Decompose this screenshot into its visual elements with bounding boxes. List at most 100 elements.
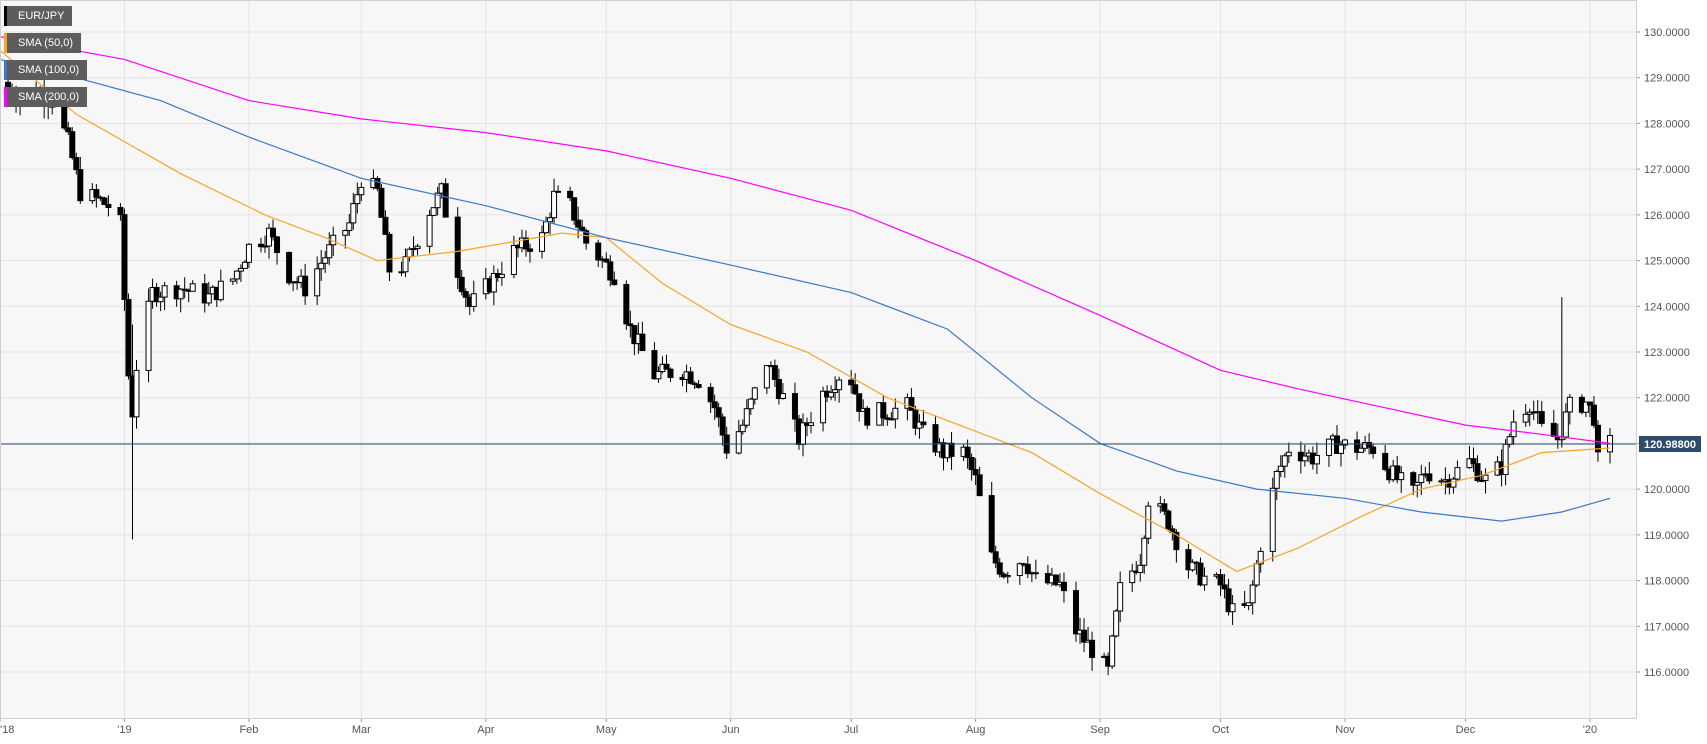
candle-body xyxy=(153,286,160,303)
candle-body xyxy=(828,391,835,398)
candle-body xyxy=(1165,510,1172,530)
candle-body xyxy=(1426,473,1433,482)
candle-body xyxy=(715,407,722,418)
x-tick-label: Dec xyxy=(1456,724,1476,736)
x-tick-label: Aug xyxy=(966,724,986,736)
candle-body xyxy=(739,424,746,433)
candle-body xyxy=(539,232,546,252)
candle-body xyxy=(623,283,630,325)
candle-body xyxy=(932,424,939,453)
candle-body xyxy=(1137,564,1144,573)
y-tick-label: 117.0000 xyxy=(1644,621,1689,633)
candle-body xyxy=(1129,570,1136,584)
candle-body xyxy=(346,222,353,232)
candle-body xyxy=(342,230,349,236)
y-tick-label: 118.0000 xyxy=(1644,576,1689,588)
candle-body xyxy=(470,293,477,307)
x-axis: '18 '19 Feb Mar Apr May Jun Jul Aug Sep Oct Nov Dec '… xyxy=(0,718,1597,736)
candle-body xyxy=(1538,411,1545,424)
candle-body xyxy=(1566,396,1573,413)
candle-body xyxy=(101,197,108,205)
candle-body xyxy=(261,245,268,248)
candle-body xyxy=(1594,424,1601,453)
candle-body xyxy=(1113,610,1120,637)
x-tick-label: May xyxy=(596,724,617,736)
legend-item-sma-50[interactable]: SMA (50,0) xyxy=(4,33,82,53)
candle-body xyxy=(245,243,252,263)
candle-body xyxy=(177,288,184,300)
candle-body xyxy=(1313,454,1320,465)
x-tick-label: Feb xyxy=(239,724,258,736)
legend-swatch-sma-100 xyxy=(4,60,7,80)
candle-body xyxy=(1032,572,1039,575)
candle-body xyxy=(125,299,132,377)
candle-body xyxy=(639,333,646,352)
candle-body xyxy=(1193,561,1200,564)
candle-body xyxy=(189,283,196,292)
candle-body xyxy=(695,383,702,388)
candle-body xyxy=(571,197,578,221)
candle-body xyxy=(611,279,618,285)
candle-body xyxy=(747,398,754,410)
candle-body xyxy=(1450,478,1457,488)
last-price-tag: 120.98800 xyxy=(1639,435,1701,452)
candle-body xyxy=(880,402,887,419)
candle-body xyxy=(667,368,674,378)
candle-body xyxy=(1201,575,1208,586)
candle-body xyxy=(1454,467,1461,480)
candle-body xyxy=(386,233,393,273)
candle-body xyxy=(374,177,381,189)
candle-body xyxy=(627,323,634,327)
legend-item-sma-200[interactable]: SMA (200,0) xyxy=(4,87,88,107)
candle-body xyxy=(908,397,915,411)
sma-100-line xyxy=(0,58,1611,522)
legend: EUR/JPY SMA (50,0) SMA (100,0) SMA (200,… xyxy=(4,6,88,114)
x-tick-label: '19 xyxy=(117,724,131,736)
y-tick-label: 122.0000 xyxy=(1644,393,1690,405)
y-tick-label: 129.0000 xyxy=(1644,73,1690,85)
candle-body xyxy=(1060,581,1067,592)
candle-body xyxy=(555,190,562,193)
candle-body xyxy=(1590,404,1597,426)
candle-body xyxy=(1358,447,1365,453)
candle-body xyxy=(968,457,975,471)
candle-body xyxy=(1510,421,1517,438)
candle-body xyxy=(1197,562,1204,586)
candle-body xyxy=(526,248,533,252)
candle-body xyxy=(864,407,871,426)
candle-body xyxy=(1470,458,1477,465)
x-tick-label: '18 xyxy=(0,724,14,736)
last-price-label: 120.98800 xyxy=(1644,439,1696,451)
candle-body xyxy=(651,350,658,380)
candle-body xyxy=(217,280,224,301)
candle-body xyxy=(1325,438,1332,456)
candle-body xyxy=(237,267,244,272)
y-tick-label: 124.0000 xyxy=(1644,301,1690,313)
candle-body xyxy=(430,207,437,216)
candle-body xyxy=(1141,537,1148,566)
candle-body xyxy=(398,271,405,274)
candle-body xyxy=(719,416,726,436)
candle-body xyxy=(434,192,441,209)
candle-body xyxy=(852,384,859,395)
y-axis: 130.0000 129.0000 128.0000 127.0000 126.0000… xyxy=(1636,27,1690,679)
candle-body xyxy=(1185,549,1192,571)
candle-body xyxy=(1398,472,1405,481)
candle-body xyxy=(458,276,465,293)
candle-body xyxy=(1024,563,1031,575)
candle-body xyxy=(205,293,212,304)
candle-body xyxy=(691,382,698,385)
candle-body xyxy=(567,190,574,199)
legend-item-symbol[interactable]: EUR/JPY xyxy=(4,6,73,26)
candle-body xyxy=(274,236,281,253)
candle-body xyxy=(69,131,76,159)
candle-body xyxy=(498,273,505,278)
candle-body xyxy=(663,363,670,370)
y-tick-label: 128.0000 xyxy=(1644,118,1690,130)
candle-body xyxy=(522,237,529,250)
y-tick-label: 123.0000 xyxy=(1644,347,1690,359)
candle-body xyxy=(735,431,742,454)
candle-body xyxy=(241,261,248,269)
legend-item-sma-100[interactable]: SMA (100,0) xyxy=(4,60,88,80)
